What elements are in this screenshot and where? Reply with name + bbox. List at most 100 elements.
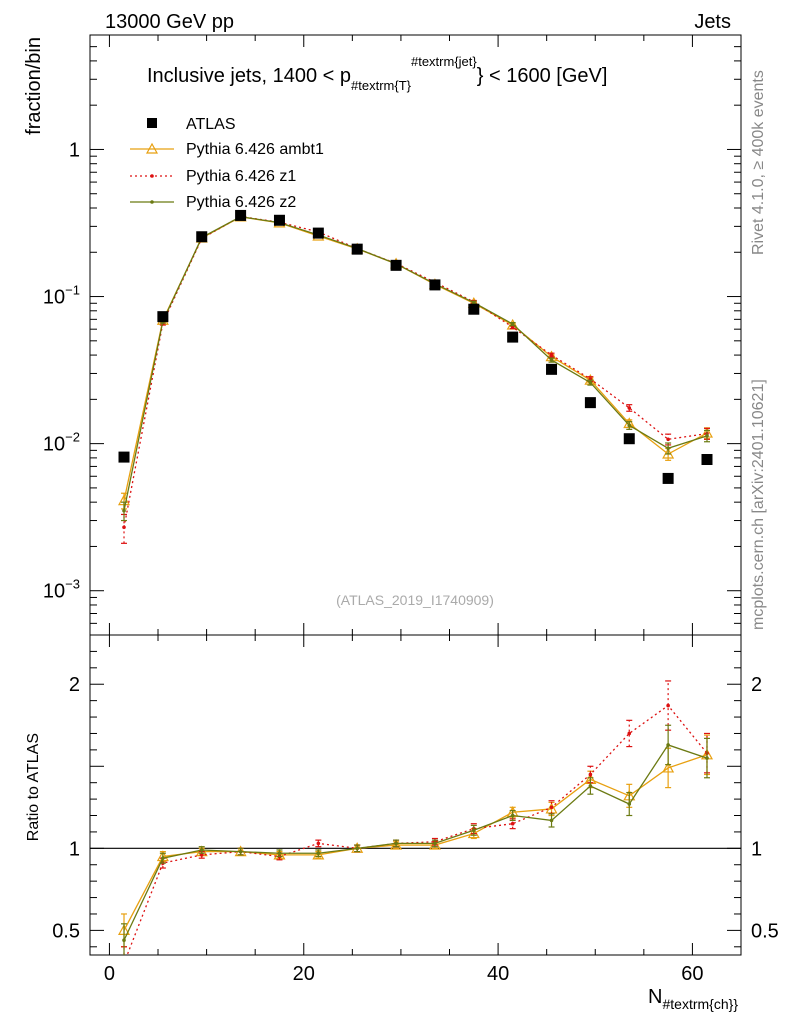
- ratio-marker-z1: [549, 805, 554, 810]
- ratio-marker-z2: [238, 849, 243, 854]
- marker-z2: [549, 358, 554, 362]
- marker-z2: [588, 380, 593, 385]
- ratio-marker-z2: [122, 938, 126, 943]
- ratio-line-z2: [123, 744, 708, 941]
- marker-z2: [510, 322, 515, 326]
- main-layer: [117, 209, 714, 544]
- ratio-marker-ambt1: [390, 838, 403, 850]
- series-line-z1: [123, 215, 708, 528]
- ratio-marker-z1: [666, 703, 670, 708]
- legend-label-ambt1: Pythia 6.426 ambt1: [186, 141, 324, 158]
- y-tick-label-exp: −1: [65, 283, 80, 298]
- atlas-data-point: [312, 227, 324, 239]
- ratio-y-tick-label-right: 2: [751, 674, 762, 696]
- legend: ATLAS Pythia 6.426 ambt1 Pythia 6.426 z1…: [130, 116, 324, 211]
- ratio-marker-z2: [433, 841, 437, 846]
- legend-marker-z1: [150, 174, 154, 178]
- marker-z2: [122, 508, 126, 513]
- ratio-y-tick-label-right: 1: [751, 838, 762, 860]
- plot-title-sub: #textrm{T}: [351, 78, 412, 93]
- ratio-marker-z1: [588, 772, 593, 777]
- ratio-y-tick-label: 1: [69, 838, 80, 860]
- series-line-ambt1: [123, 216, 708, 501]
- legend-label-atlas: ATLAS: [186, 116, 236, 133]
- y-tick-label-base: 10: [43, 581, 65, 603]
- ratio-y-tick-label-right: 0.5: [751, 920, 779, 942]
- atlas-data-point: [701, 454, 713, 466]
- atlas-data-point: [546, 363, 558, 375]
- x-axis-label-main: N: [648, 986, 662, 1008]
- atlas-data-point: [507, 331, 519, 343]
- side-label-top: Rivet 4.1.0, ≥ 400k events: [750, 70, 767, 255]
- atlas-data-point: [235, 209, 247, 221]
- x-tick-label: 40: [487, 963, 509, 985]
- analysis-id: (ATLAS_2019_I1740909): [336, 592, 494, 608]
- legend-marker-z2: [150, 200, 154, 204]
- y-tick-label: 10−2: [43, 430, 80, 456]
- y-tick-label-exp: −2: [65, 430, 80, 445]
- x-tick-label: 60: [681, 963, 703, 985]
- atlas-data-point: [351, 243, 363, 255]
- ratio-marker-z1: [199, 853, 204, 857]
- atlas-data-point: [118, 451, 130, 463]
- plot-title-suffix: } < 1600 [GeV]: [477, 65, 608, 87]
- ratio-marker-z2: [277, 851, 282, 856]
- y-tick-label-base: 10: [43, 434, 65, 456]
- y-tick-label: 10−3: [43, 577, 80, 603]
- ratio-plot-frame: [89, 634, 742, 956]
- plot-title-sup: #textrm{jet}: [411, 54, 477, 69]
- ratio-marker-ambt1: [662, 761, 675, 773]
- y-tick-label-exp: −3: [65, 577, 80, 592]
- ratio-y-tick-label: 0.5: [52, 920, 80, 942]
- atlas-data-point: [273, 214, 285, 226]
- x-axis-label: N#textrm{ch}}: [648, 986, 738, 1012]
- x-tick-label: 0: [104, 963, 115, 985]
- ratio-marker-z2: [588, 784, 593, 788]
- marker-z2: [471, 300, 476, 305]
- ratio-line-ambt1: [123, 754, 708, 931]
- ratio-marker-z2: [199, 848, 204, 852]
- atlas-data-point: [157, 311, 169, 323]
- ratio-y-axis-label: Ratio to ATLAS: [25, 733, 42, 841]
- y-tick-label: 1: [69, 139, 80, 161]
- legend-label-z1: Pythia 6.426 z1: [186, 168, 296, 185]
- ratio-marker-z2: [394, 841, 398, 846]
- ratio-marker-z2: [705, 756, 709, 760]
- marker-z2: [627, 423, 632, 428]
- ratio-marker-z1: [122, 961, 126, 965]
- legend-label-z2: Pythia 6.426 z2: [186, 194, 296, 211]
- y-tick-label: 10−1: [43, 283, 80, 309]
- ratio-marker-z2: [161, 856, 165, 860]
- series-line-z2: [123, 216, 708, 511]
- y-axis-label: fraction/bin: [23, 37, 45, 135]
- marker-z1: [510, 325, 515, 329]
- ratio-marker-z1: [627, 731, 632, 736]
- marker-z2: [666, 446, 670, 451]
- plot-title: Inclusive jets, 1400 < p#textrm{T} #textr…: [147, 54, 607, 93]
- ratio-marker-z2: [355, 846, 360, 851]
- atlas-data-point: [623, 433, 635, 445]
- ratio-marker-z2: [316, 851, 321, 856]
- ratio-marker-z2: [627, 802, 632, 806]
- legend-marker-atlas: [147, 118, 157, 128]
- atlas-data-point: [429, 279, 441, 291]
- atlas-data-point: [390, 259, 402, 271]
- marker-z1: [627, 406, 632, 410]
- ratio-marker-ambt1: [312, 848, 325, 860]
- ratio-marker-z1: [316, 841, 321, 846]
- x-tick-label: 20: [293, 963, 315, 985]
- atlas-data-point: [584, 397, 596, 409]
- ratio-marker-z2: [510, 813, 515, 818]
- ratio-marker-z2: [471, 828, 476, 833]
- legend-marker-ambt1: [145, 142, 159, 154]
- atlas-data-point: [196, 231, 208, 243]
- ratio-y-tick-label: 2: [69, 674, 80, 696]
- marker-z1: [666, 437, 670, 442]
- y-tick-label-base: 1: [69, 139, 80, 161]
- marker-z2: [705, 434, 709, 438]
- ratio-line-z1: [126, 704, 708, 955]
- category-label: Jets: [694, 11, 731, 33]
- energy-label: 13000 GeV pp: [105, 11, 234, 33]
